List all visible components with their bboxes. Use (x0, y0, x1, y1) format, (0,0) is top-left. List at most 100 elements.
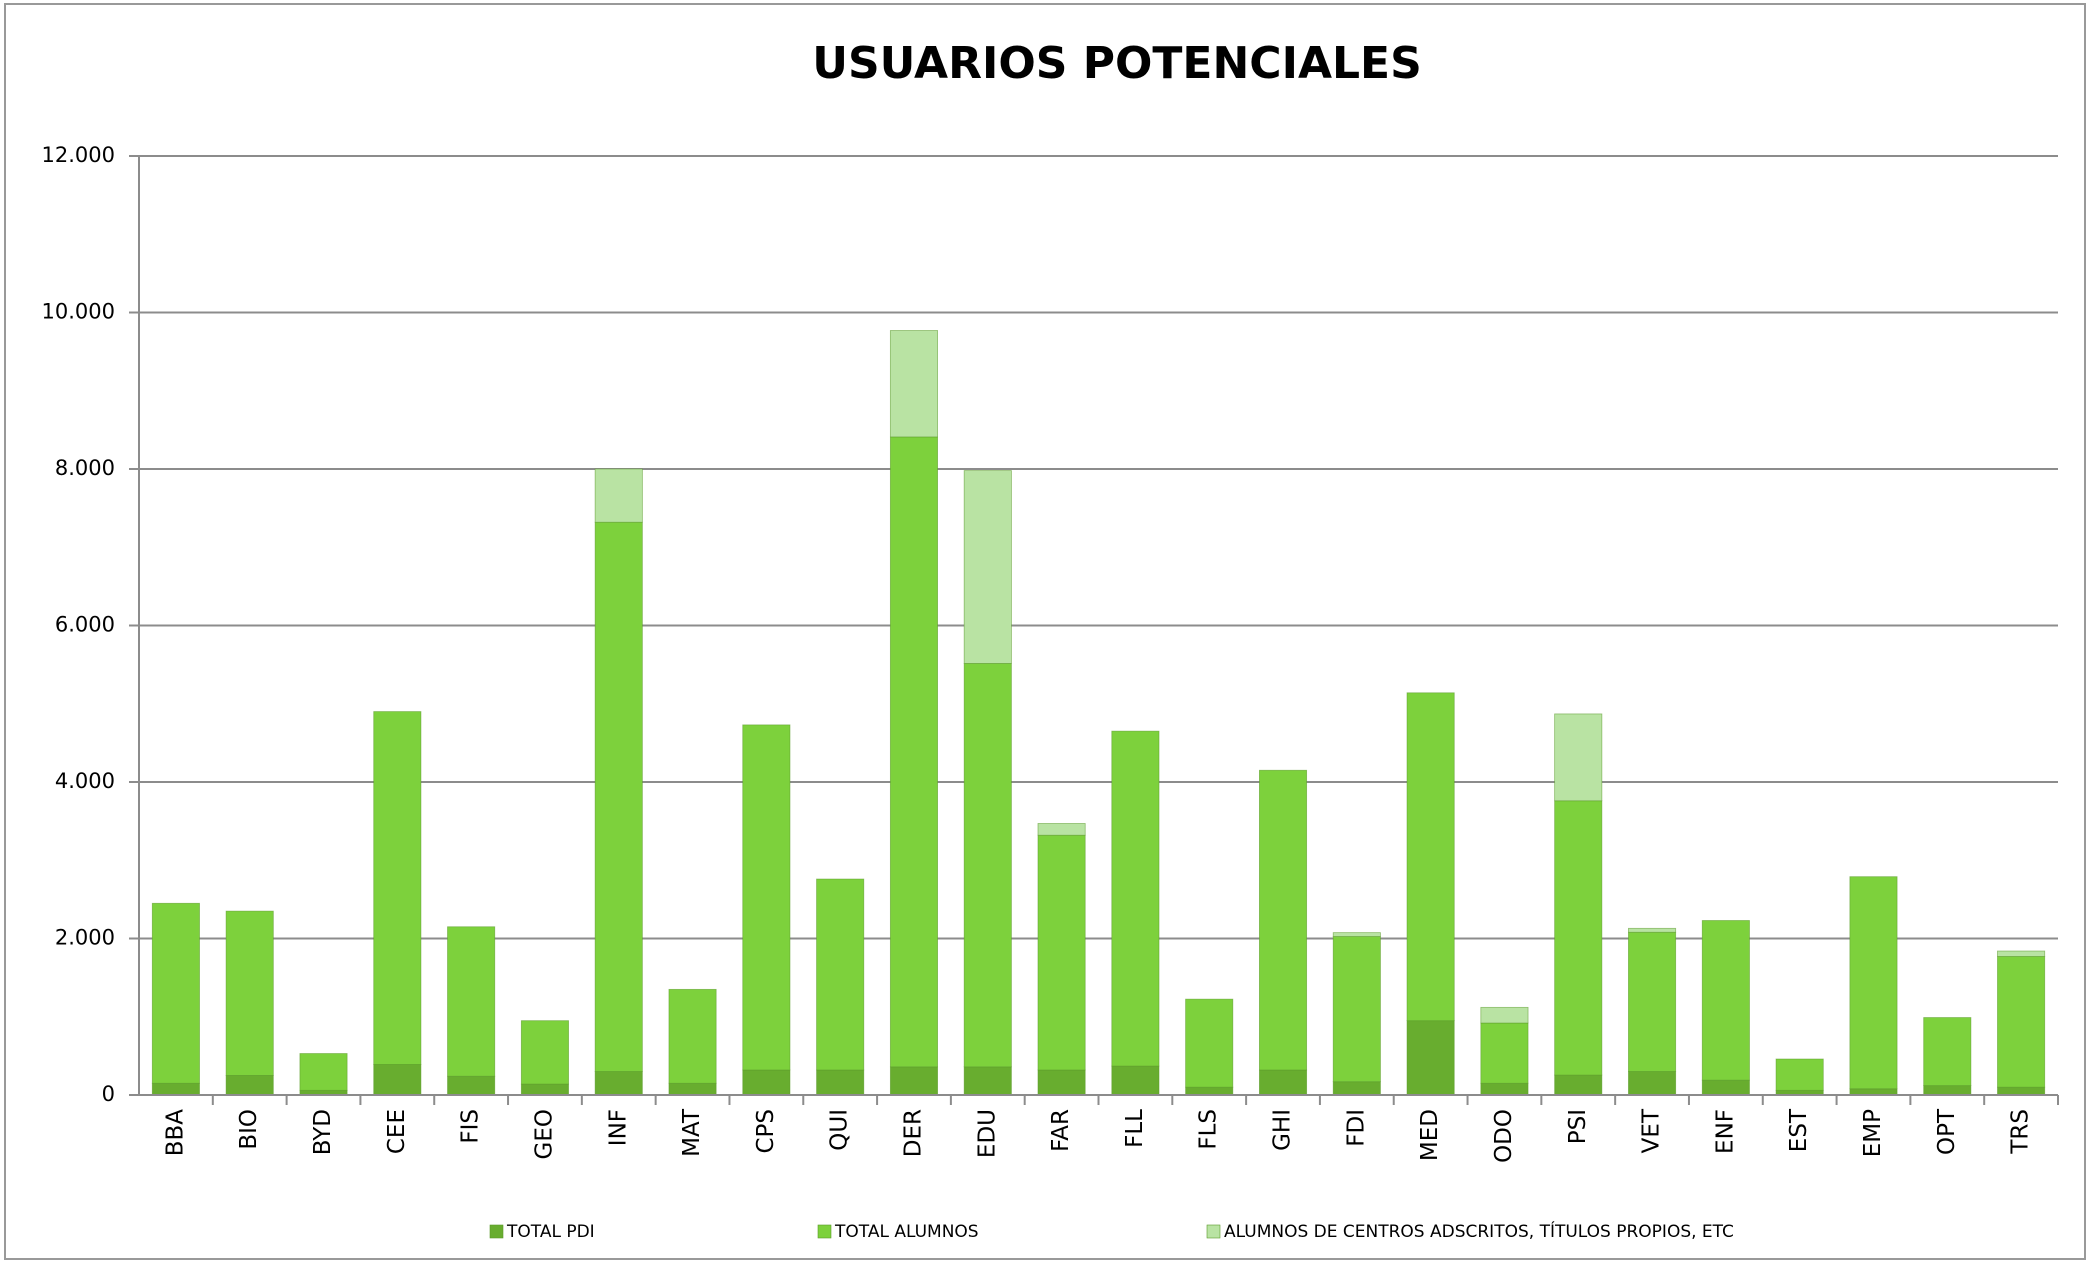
bar-segment (1259, 1069, 1308, 1096)
x-tick-label: EST (1786, 1108, 1812, 1152)
x-tick-label: INF (605, 1109, 631, 1146)
bar-segment (594, 1071, 643, 1096)
bar-segment (1997, 956, 2046, 1088)
bar-segment (447, 1075, 496, 1096)
bar-segment (151, 1082, 200, 1096)
x-tick-label: CPS (753, 1109, 779, 1154)
x-tick-label: PSI (1565, 1109, 1591, 1144)
x-tick-label: BIO (236, 1109, 262, 1150)
bar-segment (742, 724, 791, 1071)
bar-segment (668, 988, 717, 1084)
legend-label: TOTAL ALUMNOS (834, 1222, 979, 1242)
bar-segment (373, 1064, 422, 1096)
bar-segment (1997, 950, 2046, 957)
bar-segment (1037, 1069, 1086, 1096)
x-tick-label: CEE (384, 1109, 410, 1154)
legend-label: ALUMNOS DE CENTROS ADSCRITOS, TÍTULOS PR… (1224, 1220, 1734, 1242)
bar-segment (594, 521, 643, 1072)
legend-swatch (1206, 1224, 1221, 1239)
bar-segment (1628, 1071, 1677, 1096)
bar-segment (1185, 998, 1234, 1088)
x-tick-label: FLL (1122, 1109, 1148, 1148)
x-tick-label: GHI (1270, 1109, 1296, 1151)
bar-segment (373, 711, 422, 1065)
legend-swatch (817, 1224, 832, 1239)
bar-segment (225, 1075, 274, 1096)
y-tick-label: 8.000 (55, 456, 115, 480)
bar-segment (1332, 936, 1381, 1083)
legend-label: TOTAL PDI (506, 1222, 595, 1242)
x-tick-label: GEO (531, 1109, 557, 1159)
bar-segment (1775, 1058, 1824, 1091)
y-tick-label: 0 (102, 1082, 115, 1106)
bar-segment (889, 330, 938, 438)
bar-segment (1406, 692, 1455, 1022)
y-tick-label: 10.000 (42, 300, 115, 324)
bar-segment (889, 1066, 938, 1096)
bar-segment (520, 1020, 569, 1085)
y-tick-label: 4.000 (55, 769, 115, 793)
bar-segment (963, 663, 1012, 1068)
bar-segment (963, 470, 1012, 664)
bar-segment (447, 926, 496, 1077)
bar-segment (1997, 1086, 2046, 1096)
bar-segment (1406, 1020, 1455, 1096)
bar-segment (1923, 1017, 1972, 1087)
bar-segment (1849, 876, 1898, 1090)
chart-title: USUARIOS POTENCIALES (812, 38, 1422, 89)
bar-segment (963, 1066, 1012, 1096)
x-tick-label: TRS (2008, 1109, 2034, 1155)
x-tick-label: FDI (1343, 1109, 1369, 1147)
bar-segment (742, 1069, 791, 1096)
bar-segment (1332, 932, 1381, 937)
bar-segment (816, 878, 865, 1071)
bar-segment (299, 1053, 348, 1091)
bar-segment (1185, 1086, 1234, 1096)
bar-segment (889, 436, 938, 1068)
bar-segment (1037, 834, 1086, 1071)
x-tick-label: EDU (974, 1109, 1000, 1158)
bar-segment (1628, 931, 1677, 1072)
x-tick-label: DER (900, 1109, 926, 1157)
bar-segment (1554, 1074, 1603, 1096)
x-tick-label: ODO (1491, 1109, 1517, 1163)
x-tick-label: EMP (1860, 1109, 1886, 1157)
y-tick-label: 6.000 (55, 613, 115, 637)
y-tick-label: 12.000 (42, 143, 115, 167)
x-tick-label: MAT (679, 1108, 705, 1157)
x-tick-label: ENF (1712, 1109, 1738, 1154)
bar-segment (225, 910, 274, 1076)
bar-segment (1480, 1082, 1529, 1096)
bar-segment (1701, 1079, 1750, 1096)
bar-segment (1037, 823, 1086, 836)
bar-segment (1111, 1065, 1160, 1096)
bar-segment (816, 1069, 865, 1096)
bar-segment (1332, 1081, 1381, 1096)
bar-segment (520, 1083, 569, 1096)
bar-segment (594, 468, 643, 523)
x-tick-label: QUI (827, 1109, 853, 1151)
bar-segment (1554, 713, 1603, 802)
bar-segment (1554, 800, 1603, 1076)
bar-segment (668, 1082, 717, 1096)
x-tick-label: BBA (162, 1109, 188, 1157)
bar-segment (1923, 1085, 1972, 1096)
x-tick-label: OPT (1934, 1108, 1960, 1155)
bar-segment (1480, 1006, 1529, 1024)
bar-segment (1259, 769, 1308, 1071)
x-tick-label: FLS (1196, 1109, 1222, 1150)
bar-segment (1480, 1022, 1529, 1084)
bar-segment (151, 902, 200, 1084)
x-tick-label: BYD (310, 1109, 336, 1155)
x-tick-label: FIS (458, 1109, 484, 1144)
x-tick-label: FAR (1048, 1109, 1074, 1152)
x-tick-label: MED (1417, 1109, 1443, 1161)
y-tick-label: 2.000 (55, 926, 115, 950)
legend-swatch (489, 1224, 504, 1239)
bar-segment (1628, 927, 1677, 933)
bar-segment (1701, 920, 1750, 1081)
x-tick-label: VET (1639, 1108, 1665, 1153)
bar-segment (1111, 730, 1160, 1067)
